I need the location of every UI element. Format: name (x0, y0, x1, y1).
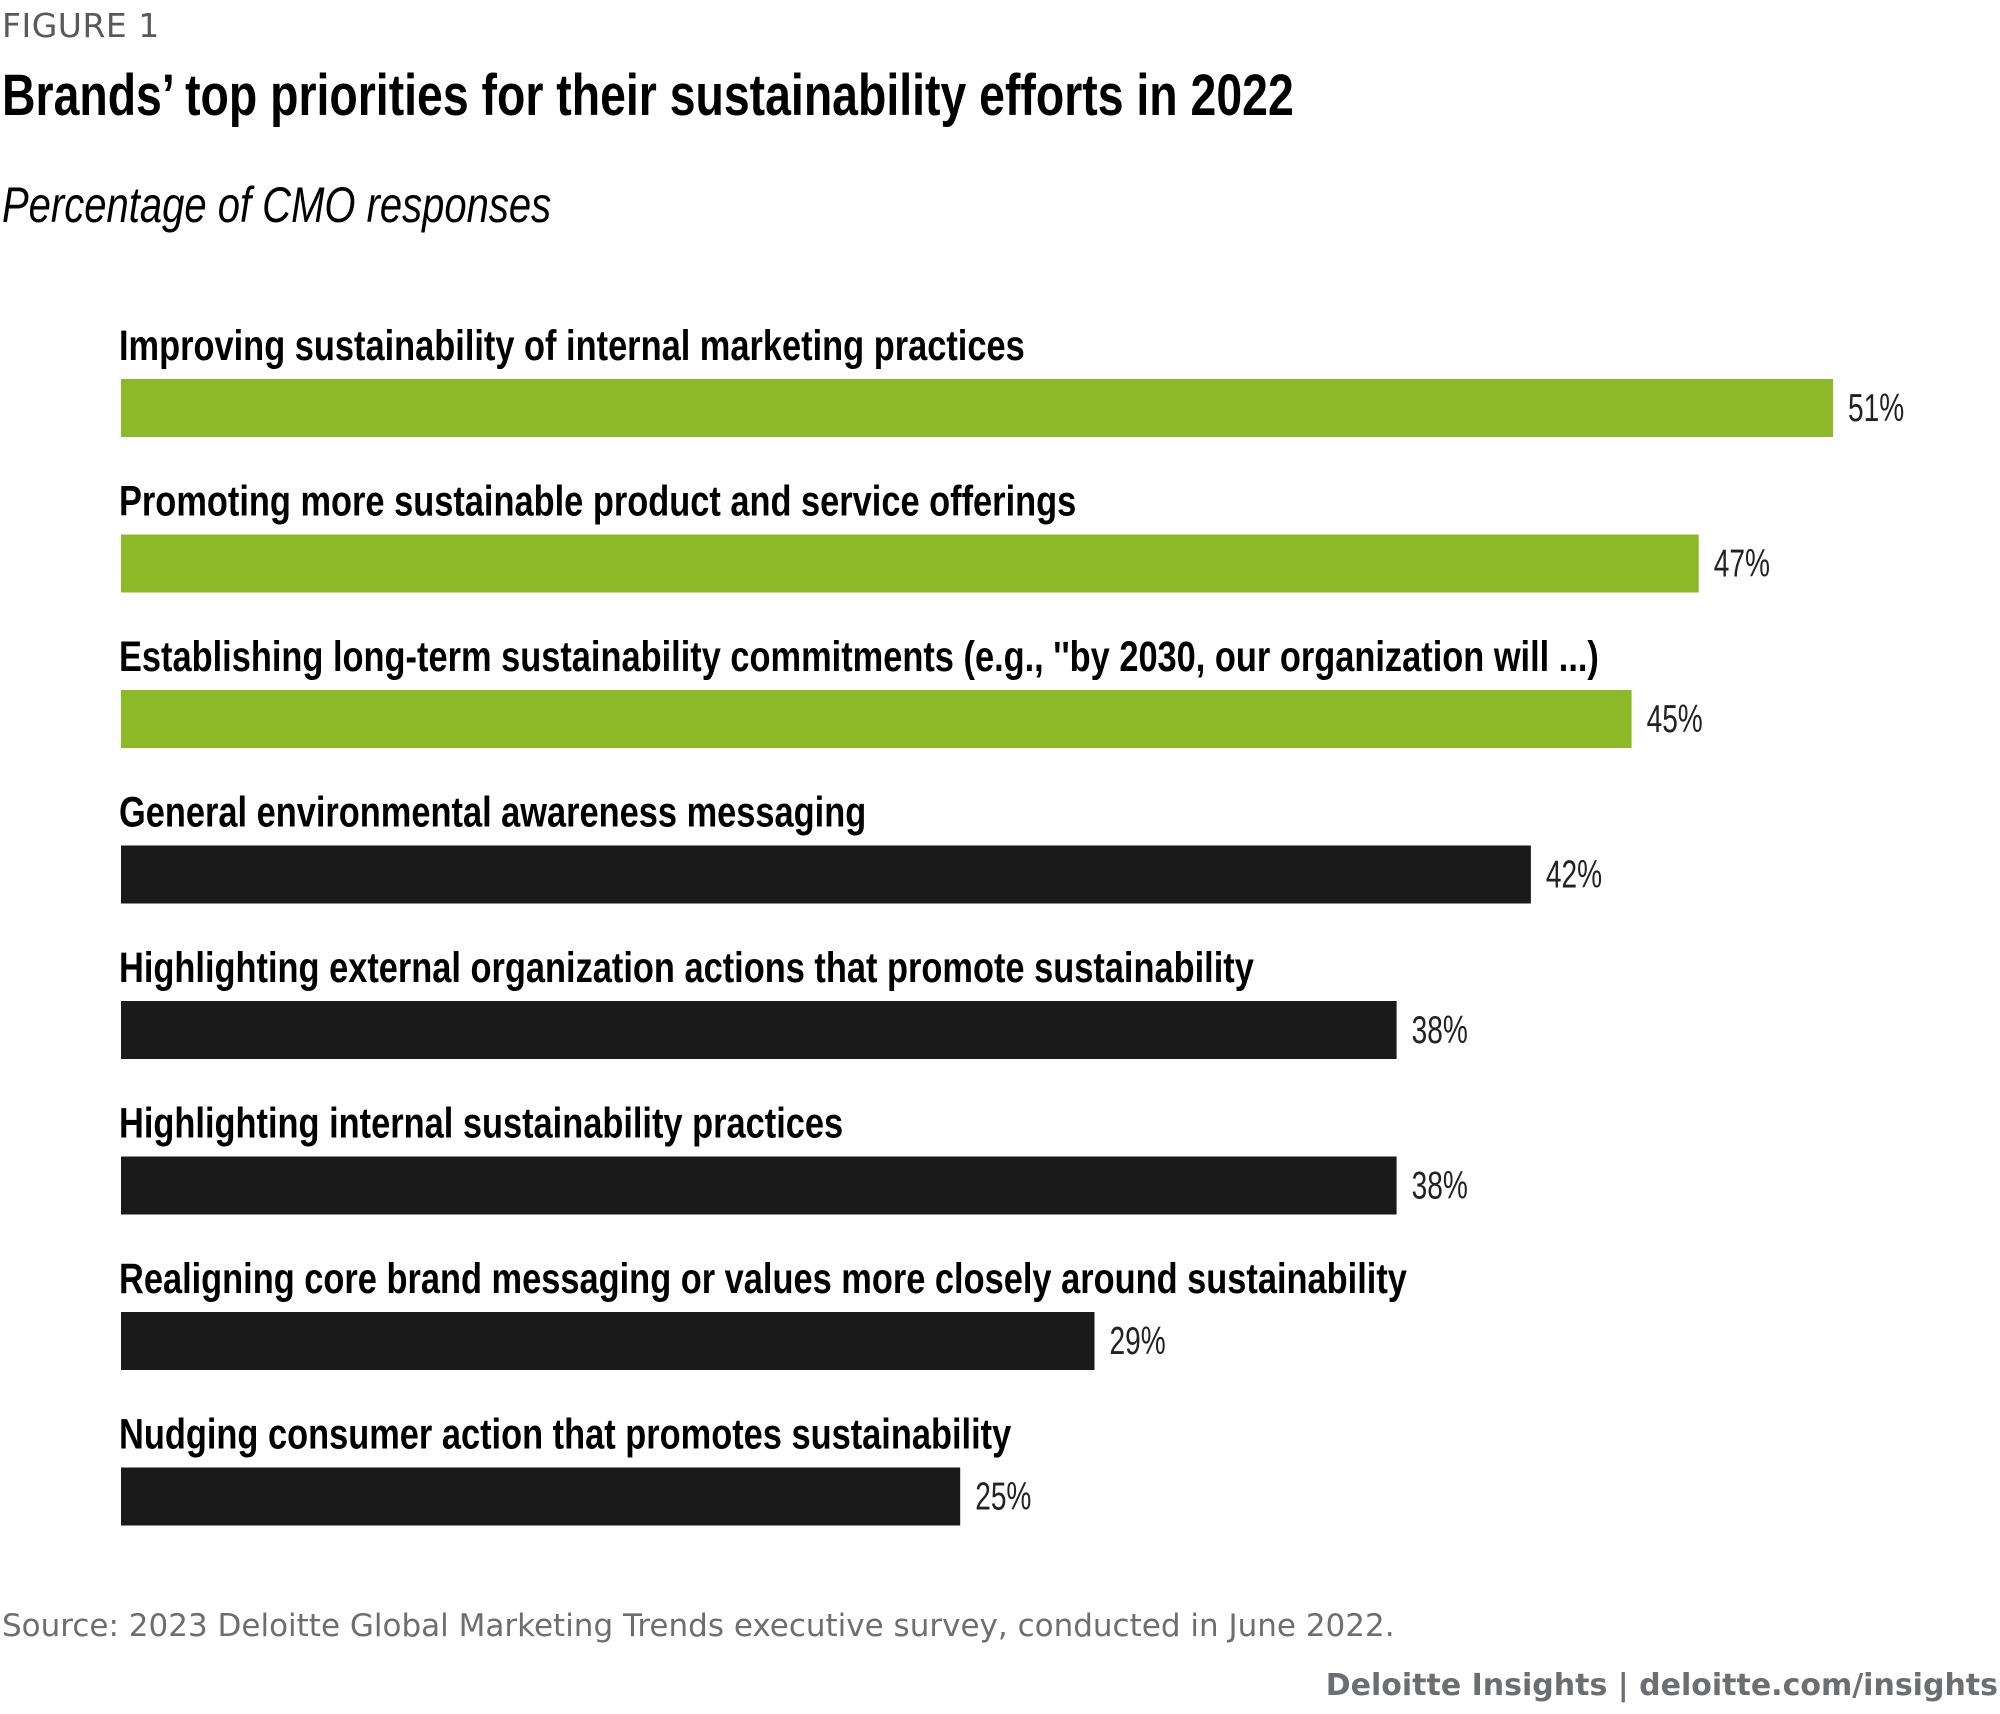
category-label: Nudging consumer action that promotes su… (119, 1411, 1012, 1458)
value-label: 51% (1848, 387, 1904, 431)
bar (121, 845, 1531, 904)
chart-title: Brands’ top priorities for their sustain… (2, 63, 1294, 128)
category-label: Improving sustainability of internal mar… (119, 322, 1025, 369)
bar (121, 1312, 1095, 1370)
credit-line: Deloitte Insights | deloitte.com/insight… (1325, 1668, 1998, 1703)
value-label: 45% (1647, 698, 1703, 742)
figure-label: FIGURE 1 (2, 6, 160, 45)
category-label: Establishing long-term sustainability co… (119, 633, 1599, 680)
bar (121, 1467, 961, 1526)
source-note: Source: 2023 Deloitte Global Marketing T… (2, 1608, 1395, 1644)
value-label: 42% (1546, 853, 1602, 897)
category-label: General environmental awareness messagin… (119, 789, 866, 836)
value-label: 47% (1714, 542, 1770, 586)
bar (121, 690, 1632, 748)
category-label: Highlighting external organization actio… (119, 944, 1254, 991)
category-label: Promoting more sustainable product and s… (119, 478, 1076, 525)
bar (121, 534, 1699, 593)
bar-chart: Improving sustainability of internal mar… (119, 322, 1904, 1526)
value-label: 38% (1412, 1009, 1468, 1053)
bar (121, 1001, 1397, 1059)
value-label: 25% (975, 1475, 1031, 1519)
value-label: 29% (1109, 1320, 1165, 1364)
bar (121, 1156, 1397, 1215)
category-label: Highlighting internal sustainability pra… (119, 1100, 843, 1147)
value-label: 38% (1412, 1164, 1468, 1208)
chart-subtitle: Percentage of CMO responses (2, 177, 552, 233)
bar (121, 379, 1833, 437)
category-label: Realigning core brand messaging or value… (119, 1255, 1407, 1302)
